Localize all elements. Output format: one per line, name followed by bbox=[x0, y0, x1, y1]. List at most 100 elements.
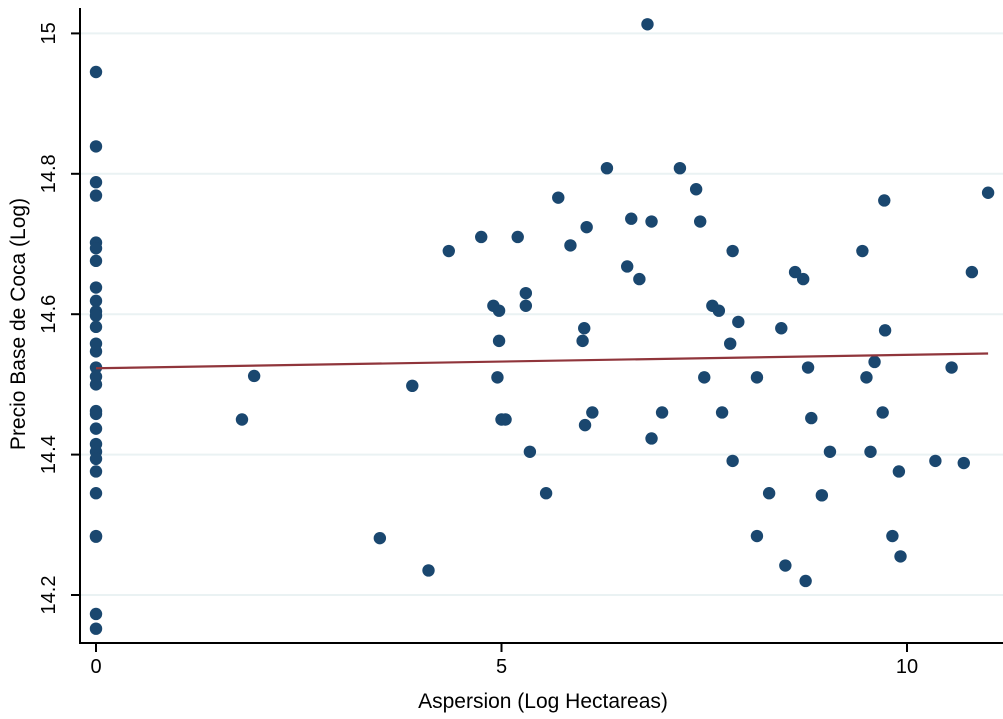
data-point bbox=[89, 176, 103, 189]
data-point bbox=[726, 454, 739, 468]
data-point bbox=[539, 487, 553, 500]
data-point bbox=[89, 320, 103, 334]
data-point bbox=[645, 215, 658, 228]
data-point bbox=[750, 529, 764, 543]
data-point bbox=[89, 407, 103, 421]
y-tick-label: 14.2 bbox=[38, 576, 60, 615]
y-axis-title: Precio Base de Coca (Log) bbox=[7, 198, 30, 450]
data-point bbox=[775, 322, 788, 335]
data-point bbox=[519, 299, 533, 312]
data-point bbox=[89, 281, 103, 294]
data-point bbox=[586, 406, 599, 419]
data-point bbox=[89, 422, 103, 435]
data-point bbox=[724, 337, 737, 350]
data-point bbox=[89, 189, 103, 202]
x-tick-label: 0 bbox=[90, 656, 101, 678]
data-point bbox=[89, 465, 103, 478]
data-point bbox=[89, 530, 103, 543]
gridlines bbox=[80, 32, 1003, 596]
y-tick-label: 14.6 bbox=[38, 295, 60, 334]
data-point bbox=[89, 140, 103, 153]
data-point bbox=[876, 406, 889, 419]
data-point bbox=[860, 371, 873, 384]
data-point bbox=[698, 371, 711, 384]
data-point bbox=[492, 334, 506, 348]
data-point bbox=[519, 286, 533, 300]
data-point bbox=[406, 379, 419, 393]
data-point bbox=[89, 378, 103, 391]
data-point bbox=[373, 531, 387, 545]
data-point bbox=[823, 445, 837, 458]
data-point bbox=[799, 574, 812, 588]
data-point bbox=[564, 239, 577, 252]
data-point bbox=[864, 445, 877, 458]
data-point bbox=[726, 244, 739, 258]
data-point bbox=[929, 454, 942, 468]
data-point bbox=[693, 215, 707, 228]
data-point bbox=[796, 272, 810, 286]
data-point bbox=[235, 413, 249, 426]
data-point bbox=[957, 456, 970, 470]
y-tick-label: 14.4 bbox=[38, 435, 60, 474]
data-point bbox=[600, 161, 614, 175]
data-point bbox=[945, 361, 958, 374]
data-point bbox=[645, 432, 658, 445]
data-point bbox=[712, 304, 726, 317]
data-point bbox=[492, 304, 506, 317]
data-point bbox=[578, 322, 591, 335]
data-point bbox=[625, 212, 638, 225]
data-point bbox=[89, 607, 103, 621]
data-point bbox=[673, 161, 687, 175]
y-tick-label: 14.8 bbox=[38, 154, 60, 193]
data-point bbox=[89, 622, 103, 635]
data-point bbox=[886, 529, 899, 543]
data-points bbox=[89, 18, 995, 635]
data-point bbox=[892, 465, 906, 478]
data-point bbox=[552, 191, 565, 204]
x-tick-label: 10 bbox=[896, 656, 918, 678]
data-point bbox=[788, 265, 802, 279]
data-point bbox=[511, 230, 524, 244]
data-point bbox=[655, 406, 669, 419]
data-point bbox=[89, 254, 103, 268]
data-point bbox=[779, 559, 792, 572]
data-point bbox=[89, 487, 103, 500]
data-point bbox=[89, 452, 103, 466]
data-point bbox=[762, 487, 776, 500]
data-point bbox=[856, 244, 869, 258]
data-point bbox=[981, 186, 995, 199]
data-point bbox=[89, 309, 103, 322]
x-tick-label: 5 bbox=[496, 656, 507, 678]
x-axis-title: Aspersion (Log Hectareas) bbox=[418, 690, 668, 713]
data-point bbox=[732, 315, 745, 329]
y-axis-ticks: 14.2 14.4 14.6 14.8 15 bbox=[38, 22, 80, 614]
data-point bbox=[499, 413, 512, 426]
data-point bbox=[491, 371, 504, 384]
data-point bbox=[475, 230, 488, 244]
data-point bbox=[894, 550, 907, 563]
data-point bbox=[633, 272, 646, 286]
data-point bbox=[89, 242, 103, 255]
data-point bbox=[689, 183, 703, 196]
y-tick-label: 15 bbox=[38, 22, 60, 44]
data-point bbox=[89, 65, 103, 79]
data-point bbox=[805, 411, 818, 425]
data-point bbox=[442, 244, 455, 258]
fitted-line bbox=[95, 352, 989, 370]
data-point bbox=[422, 564, 435, 577]
data-point bbox=[878, 194, 891, 207]
data-point bbox=[576, 334, 589, 348]
data-point bbox=[715, 406, 729, 419]
data-point bbox=[580, 220, 593, 234]
data-point bbox=[801, 361, 815, 374]
data-point bbox=[750, 371, 764, 384]
data-point bbox=[89, 294, 103, 308]
data-point bbox=[965, 265, 979, 279]
data-point bbox=[868, 355, 881, 369]
data-point bbox=[641, 18, 654, 31]
data-point bbox=[247, 369, 261, 383]
data-point bbox=[578, 418, 592, 432]
data-point bbox=[621, 260, 634, 273]
data-point bbox=[523, 445, 537, 458]
